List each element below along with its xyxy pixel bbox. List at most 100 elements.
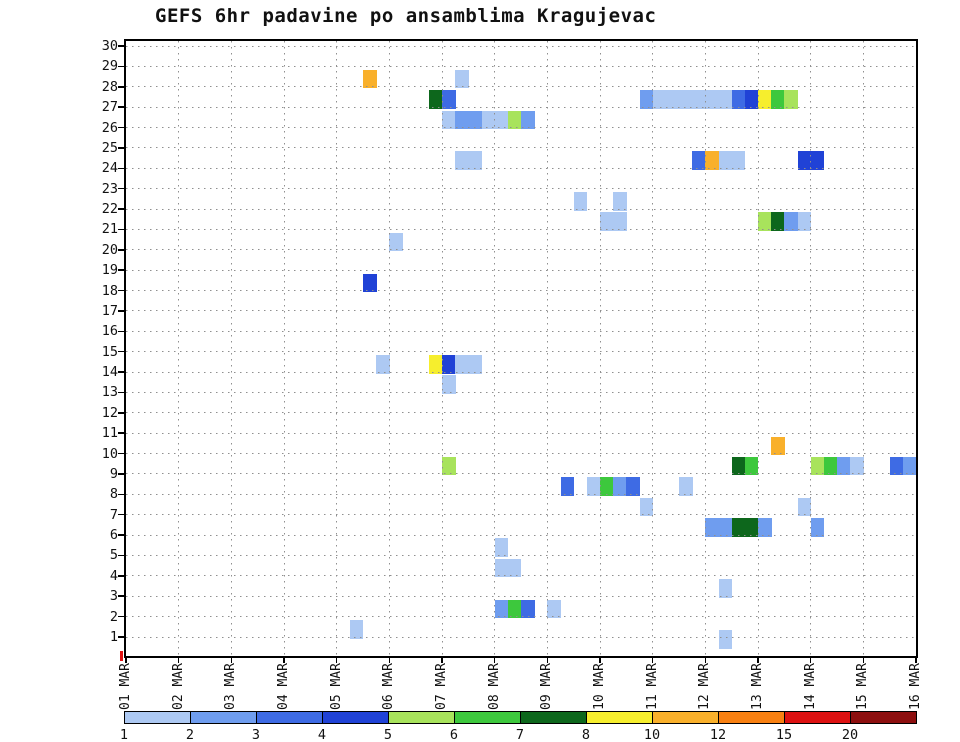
y-axis-tick bbox=[118, 289, 126, 292]
gridline-horizontal bbox=[126, 432, 916, 434]
axis-origin-red-marker bbox=[120, 651, 123, 661]
x-axis-tick bbox=[177, 656, 180, 663]
gridline-horizontal bbox=[126, 228, 916, 230]
chart-title: GEFS 6hr padavine po ansamblima Kragujev… bbox=[155, 5, 657, 27]
x-axis-label: 14 MAR bbox=[802, 663, 818, 710]
x-axis-tick bbox=[335, 656, 338, 663]
y-axis-label: 24 bbox=[101, 160, 118, 177]
gridline-horizontal bbox=[126, 208, 916, 210]
colorbar-segment bbox=[454, 711, 521, 724]
gridline-horizontal bbox=[126, 453, 916, 455]
heatmap-cell bbox=[902, 456, 917, 476]
gridline-horizontal bbox=[126, 636, 916, 638]
x-axis-tick bbox=[704, 656, 707, 663]
heatmap-cell bbox=[586, 477, 601, 496]
heatmap-cell bbox=[639, 497, 654, 517]
y-axis-tick bbox=[118, 330, 126, 333]
y-axis-tick bbox=[118, 86, 126, 88]
y-axis-label: 12 bbox=[101, 404, 118, 421]
x-axis-tick bbox=[757, 656, 759, 663]
heatmap-cell bbox=[442, 355, 456, 374]
gridline-horizontal bbox=[126, 575, 916, 577]
heatmap-cell bbox=[718, 90, 733, 109]
gridline-vertical bbox=[704, 41, 706, 656]
heatmap-cell bbox=[481, 110, 496, 130]
colorbar-label: 6 bbox=[449, 727, 459, 742]
heatmap-cell bbox=[652, 90, 667, 109]
colorbar-label: 20 bbox=[841, 727, 859, 742]
heatmap-cell bbox=[573, 192, 588, 211]
y-axis-label: 16 bbox=[101, 323, 118, 340]
x-axis-label: 03 MAR bbox=[223, 663, 239, 710]
y-axis-tick bbox=[118, 350, 126, 353]
heatmap-cell bbox=[455, 110, 469, 130]
gridline-vertical bbox=[336, 41, 338, 656]
heatmap-cell bbox=[626, 477, 640, 496]
y-axis-tick bbox=[118, 575, 126, 577]
y-axis-tick bbox=[118, 615, 126, 618]
heatmap-cell bbox=[718, 151, 733, 170]
y-axis-label: 27 bbox=[101, 99, 118, 116]
heatmap-cell bbox=[731, 456, 746, 476]
y-axis-tick bbox=[118, 147, 126, 149]
x-axis-label: 08 MAR bbox=[486, 663, 502, 710]
x-axis-label: 07 MAR bbox=[434, 663, 449, 710]
heatmap-cell bbox=[600, 477, 614, 496]
heatmap-cell bbox=[771, 436, 785, 456]
x-axis-label: 15 MAR bbox=[855, 663, 871, 710]
gridline-vertical bbox=[494, 41, 496, 656]
x-axis-tick bbox=[441, 656, 443, 663]
x-axis-tick bbox=[546, 656, 549, 663]
colorbar-segment bbox=[718, 711, 785, 724]
colorbar-label: 8 bbox=[581, 727, 591, 742]
gridline-vertical bbox=[230, 41, 232, 656]
y-axis-label: 11 bbox=[101, 425, 118, 442]
colorbar-label: 4 bbox=[317, 727, 327, 742]
y-axis-label: 7 bbox=[109, 506, 118, 523]
y-axis-tick bbox=[118, 595, 126, 597]
x-axis-tick bbox=[651, 656, 654, 663]
y-axis-tick bbox=[118, 249, 126, 251]
y-axis-label: 29 bbox=[101, 58, 118, 75]
colorbar-label: 2 bbox=[185, 727, 195, 742]
x-axis-label: 01 MAR bbox=[118, 663, 133, 710]
x-axis-label: 05 MAR bbox=[328, 663, 344, 710]
heatmap-cell bbox=[744, 456, 759, 476]
heatmap-cell bbox=[837, 456, 851, 476]
heatmap-cell bbox=[850, 456, 864, 476]
y-axis-tick bbox=[118, 493, 126, 496]
heatmap-cell bbox=[389, 232, 403, 252]
heatmap-cell bbox=[507, 110, 522, 130]
heatmap-cell bbox=[771, 212, 785, 231]
y-axis-label: 19 bbox=[101, 262, 118, 279]
gridline-vertical bbox=[283, 41, 285, 656]
y-axis-label: 10 bbox=[101, 445, 118, 462]
y-axis-label: 17 bbox=[101, 302, 118, 319]
y-axis-tick bbox=[118, 167, 126, 170]
colorbar-segment bbox=[190, 711, 257, 724]
y-axis-label: 6 bbox=[109, 527, 118, 544]
colorbar-label: 7 bbox=[515, 727, 525, 742]
y-axis-tick bbox=[118, 412, 126, 414]
heatmap-cell bbox=[810, 151, 825, 170]
heatmap-cell bbox=[442, 90, 456, 109]
y-axis-tick bbox=[118, 228, 126, 231]
heatmap-cell bbox=[455, 151, 469, 170]
colorbar-segment bbox=[256, 711, 323, 724]
y-axis-label: 2 bbox=[109, 608, 118, 625]
y-axis-label: 23 bbox=[101, 180, 118, 197]
y-axis-tick bbox=[118, 371, 126, 373]
heatmap-cell bbox=[810, 456, 825, 476]
x-axis-label: 06 MAR bbox=[381, 663, 397, 710]
gridline-horizontal bbox=[126, 249, 916, 251]
heatmap-cell bbox=[376, 355, 390, 374]
heatmap-cell bbox=[889, 456, 904, 476]
gridline-horizontal bbox=[126, 514, 916, 516]
heatmap-cell bbox=[679, 477, 693, 496]
heatmap-cell bbox=[613, 192, 627, 211]
colorbar-segment bbox=[784, 711, 851, 724]
heatmap-cell bbox=[758, 518, 772, 537]
heatmap-cell bbox=[507, 599, 522, 619]
heatmap-cell bbox=[823, 456, 838, 476]
